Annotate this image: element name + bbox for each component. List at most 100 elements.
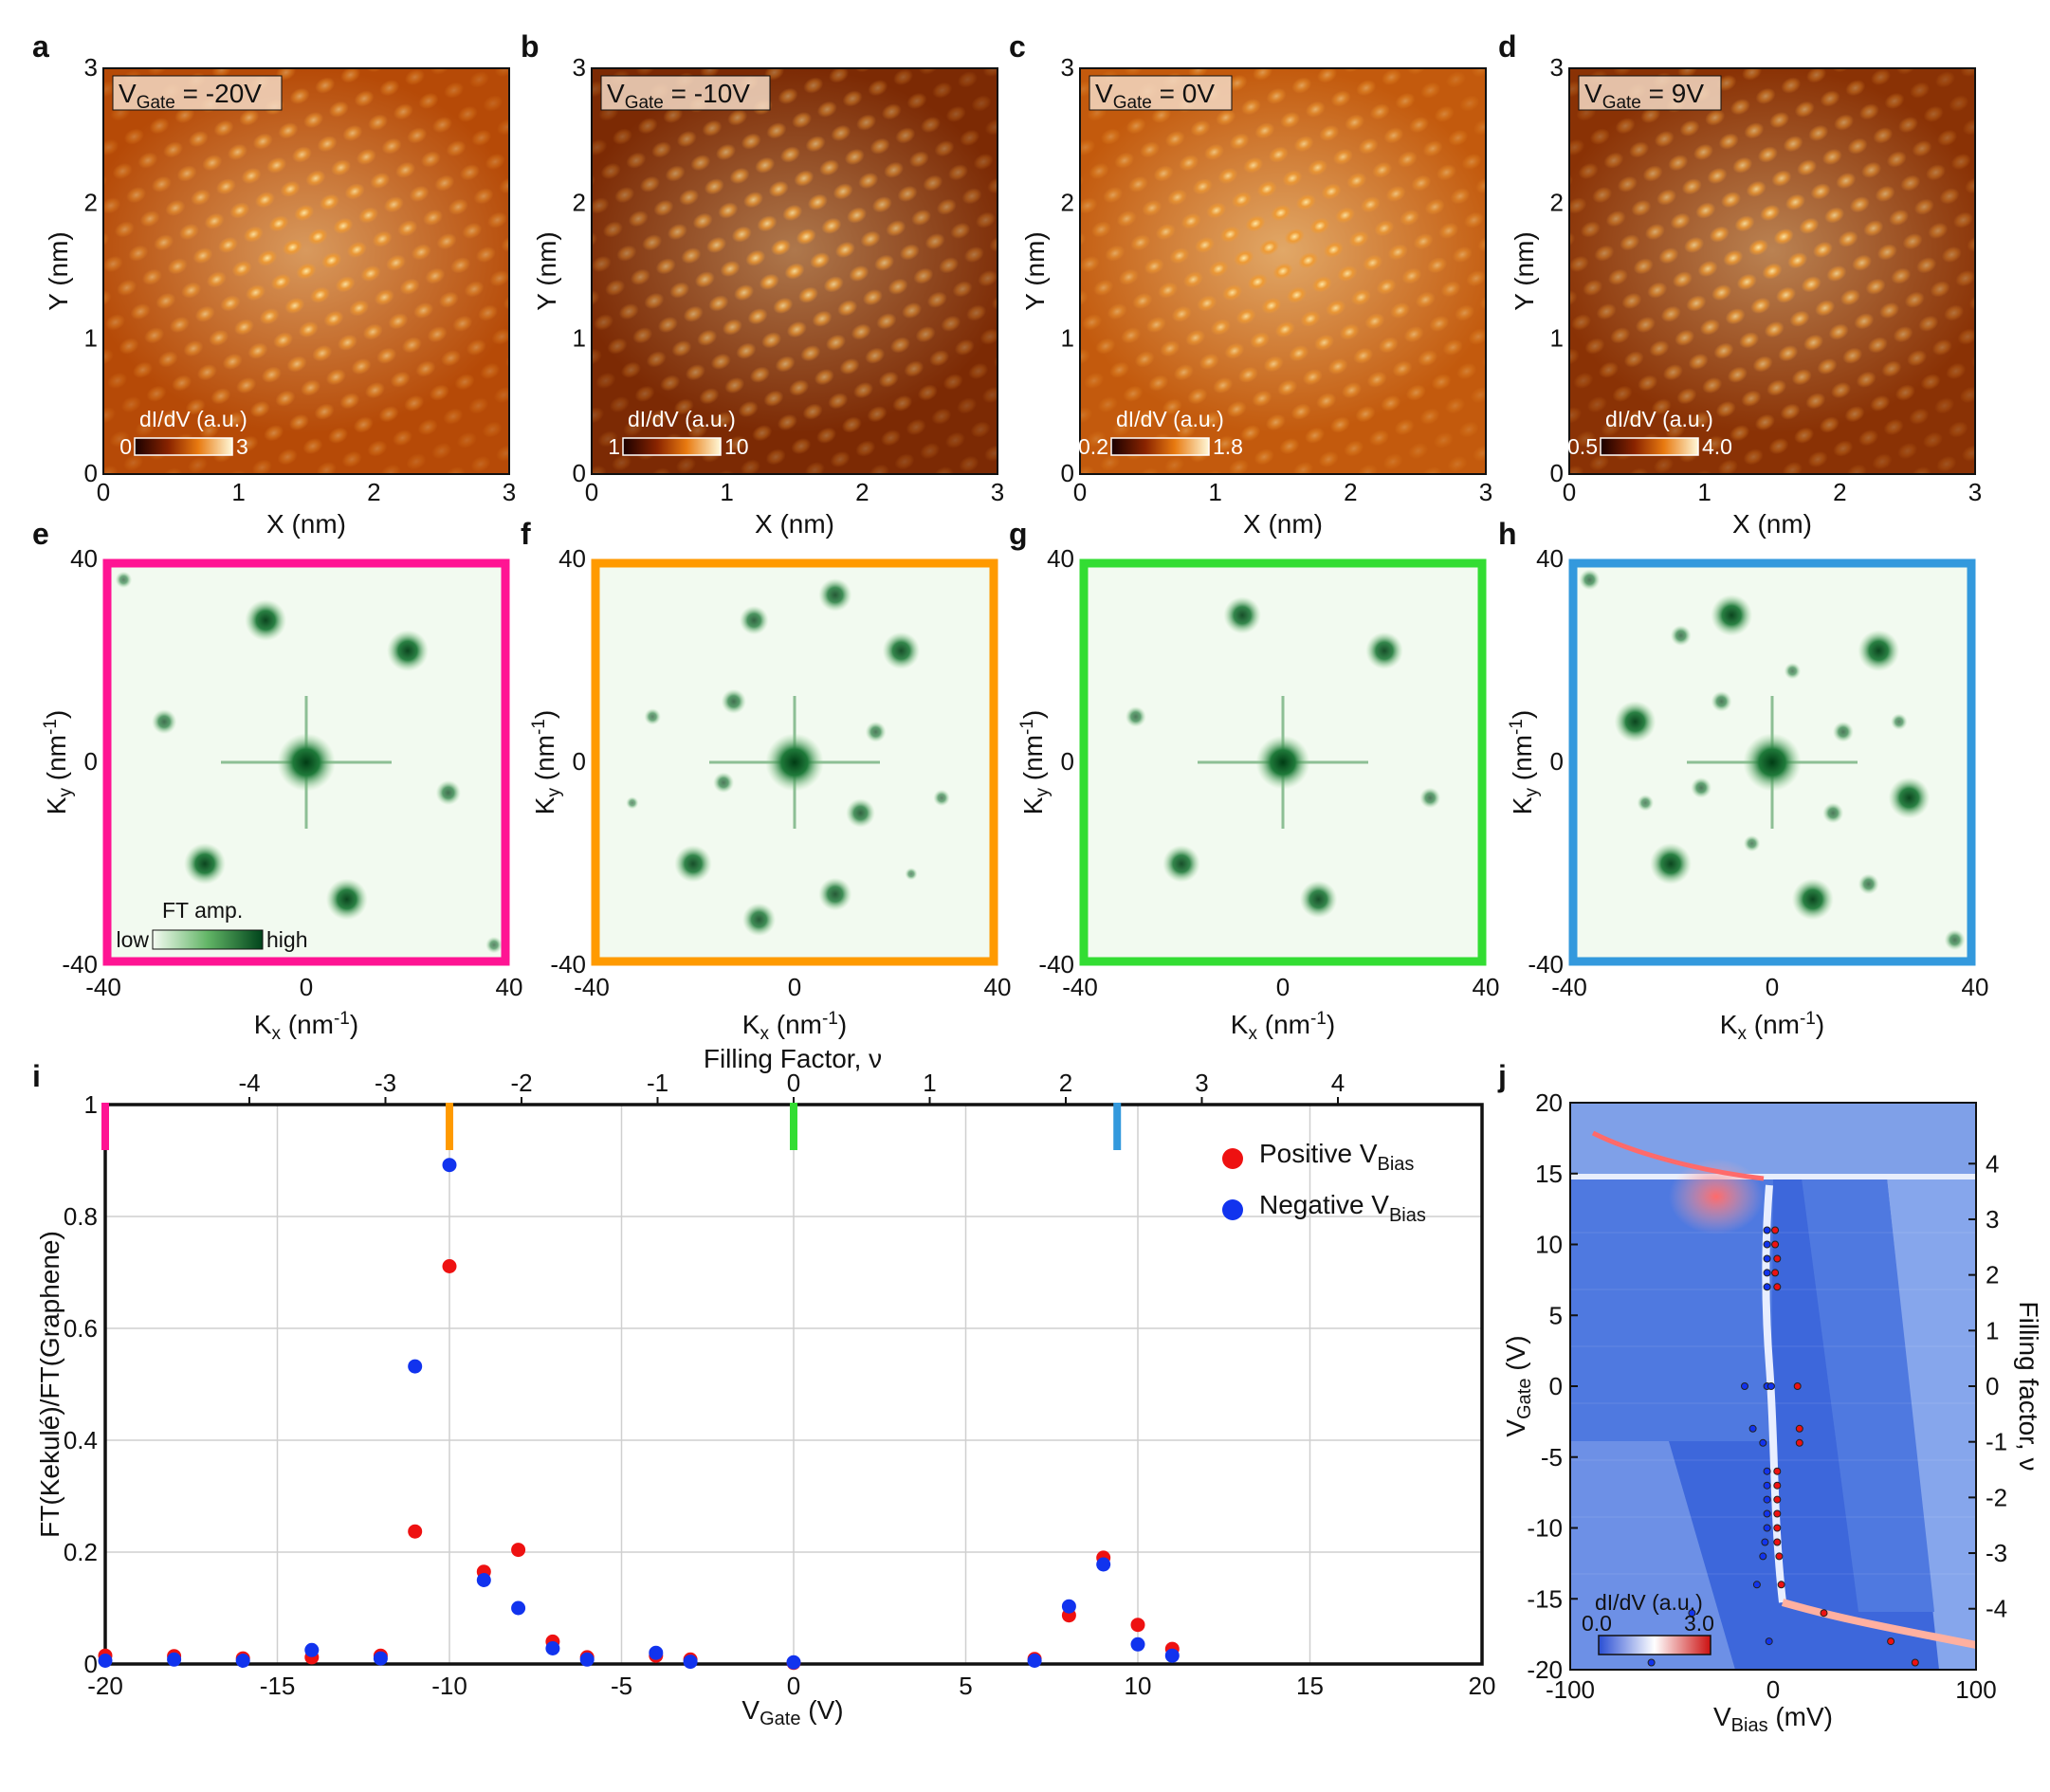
- ft-spot: [277, 733, 336, 792]
- lattice-spot: [1121, 327, 1142, 344]
- lattice-spot: [1206, 202, 1227, 219]
- lattice-spot: [1830, 381, 1852, 399]
- negative-bias-point: [442, 1158, 457, 1173]
- ft-spot: [485, 936, 503, 954]
- lattice-spot: [867, 406, 888, 423]
- lattice-spot: [655, 258, 676, 275]
- lattice-spot: [1158, 282, 1179, 299]
- lattice-spot: [1883, 474, 1909, 497]
- lattice-spot: [1967, 235, 1975, 252]
- lattice-spot: [1280, 111, 1301, 129]
- lattice-spot: [869, 137, 890, 155]
- lattice-spot: [1118, 268, 1139, 285]
- lattice-spot: [1653, 456, 1675, 474]
- lattice-spot: [1458, 421, 1479, 438]
- lattice-spot: [829, 68, 850, 83]
- lattice-spot: [906, 92, 927, 110]
- panel-label-f: f: [521, 517, 531, 551]
- peak-point-negative: [1763, 1269, 1771, 1277]
- lattice-spot: [1785, 193, 1805, 210]
- peak-point-positive: [1773, 1283, 1782, 1291]
- lattice-spot: [1052, 264, 1077, 286]
- lattice-spot: [1936, 455, 1957, 473]
- lattice-spot: [323, 310, 344, 327]
- lattice-spot: [1421, 466, 1442, 474]
- lattice-spot: [752, 425, 773, 442]
- ft-spot: [184, 843, 226, 885]
- peak-point-negative: [1748, 1424, 1757, 1433]
- lattice-spot: [1187, 388, 1208, 405]
- y-tick-label: 0: [84, 1650, 98, 1678]
- lattice-spot: [892, 394, 913, 412]
- peak-point-negative: [1647, 1658, 1656, 1667]
- lattice-spot: [648, 409, 669, 427]
- ft-spot: [1637, 795, 1655, 812]
- ft-spot: [1691, 777, 1712, 798]
- lattice-spot: [646, 351, 667, 368]
- lattice-spot: [755, 156, 776, 174]
- lattice-spot: [966, 304, 987, 321]
- lattice-spot: [386, 254, 407, 271]
- lattice-spot: [880, 430, 902, 447]
- x-tick: 1: [720, 478, 733, 506]
- gate-marker: [101, 1103, 109, 1150]
- lattice-spot: [1752, 356, 1773, 373]
- lattice-spot: [1286, 286, 1308, 303]
- lattice-spot: [466, 338, 486, 357]
- lattice-spot: [1442, 338, 1463, 357]
- ft-spot: [1650, 843, 1692, 885]
- peak-point-negative: [1763, 1509, 1771, 1518]
- lattice-spot: [407, 127, 428, 144]
- lattice-spot: [425, 267, 446, 284]
- lattice-spot: [908, 151, 929, 168]
- lattice-spot: [712, 411, 733, 429]
- stm-map-d: VGate = 9V dI/dV (a.u.) 0.5 4.0 00 1 1 2 2 3 3 X (n…: [1510, 53, 1982, 539]
- lattice-spot: [119, 338, 139, 355]
- lattice-spot: [126, 186, 147, 204]
- lattice-spot: [1466, 269, 1486, 287]
- lattice-spot: [1360, 196, 1381, 213]
- y-tick-label: 10: [1535, 1231, 1563, 1259]
- lattice-spot: [1419, 408, 1440, 425]
- lattice-spot: [128, 245, 149, 262]
- lattice-spot: [1617, 175, 1638, 192]
- y-tick: 3: [1550, 53, 1564, 82]
- lattice-spot: [998, 198, 1024, 221]
- lattice-spot: [151, 175, 172, 192]
- lattice-spot: [1298, 252, 1319, 269]
- lattice-spot: [792, 111, 813, 129]
- lattice-spot: [855, 440, 876, 457]
- ft-spot: [1822, 802, 1844, 824]
- lattice-spot: [181, 282, 202, 299]
- lattice-spot: [1801, 276, 1821, 293]
- lattice-spot: [926, 291, 947, 308]
- x-tick: -40: [574, 973, 610, 1001]
- right-tick-label: -4: [1986, 1595, 2007, 1623]
- lattice-spot: [702, 119, 723, 137]
- ft-spot: [882, 631, 921, 670]
- lattice-spot: [275, 390, 296, 407]
- lattice-spot: [1140, 141, 1161, 158]
- lattice-spot: [1766, 379, 1787, 396]
- lattice-spot: [651, 141, 672, 158]
- lattice-spot: [165, 199, 186, 217]
- y-axis-label: Y (nm): [44, 231, 73, 311]
- lattice-spot: [346, 241, 367, 259]
- lattice-spot: [950, 222, 971, 240]
- lattice-spot: [1876, 244, 1897, 261]
- lattice-spot: [404, 394, 425, 412]
- lattice-spot: [1688, 353, 1709, 371]
- lattice-spot: [868, 80, 888, 97]
- lattice-spot: [1271, 204, 1291, 222]
- ft-spot: [1162, 845, 1200, 883]
- lattice-spot: [249, 400, 270, 418]
- lattice-spot: [1705, 109, 1726, 126]
- lattice-spot: [1394, 418, 1415, 436]
- lattice-spot: [1760, 204, 1781, 222]
- lattice-spot: [895, 127, 916, 144]
- lattice-spot: [1944, 304, 1965, 321]
- lattice-spot: [770, 239, 792, 256]
- lattice-spot: [1679, 119, 1700, 137]
- peak-point-positive: [1773, 1538, 1782, 1546]
